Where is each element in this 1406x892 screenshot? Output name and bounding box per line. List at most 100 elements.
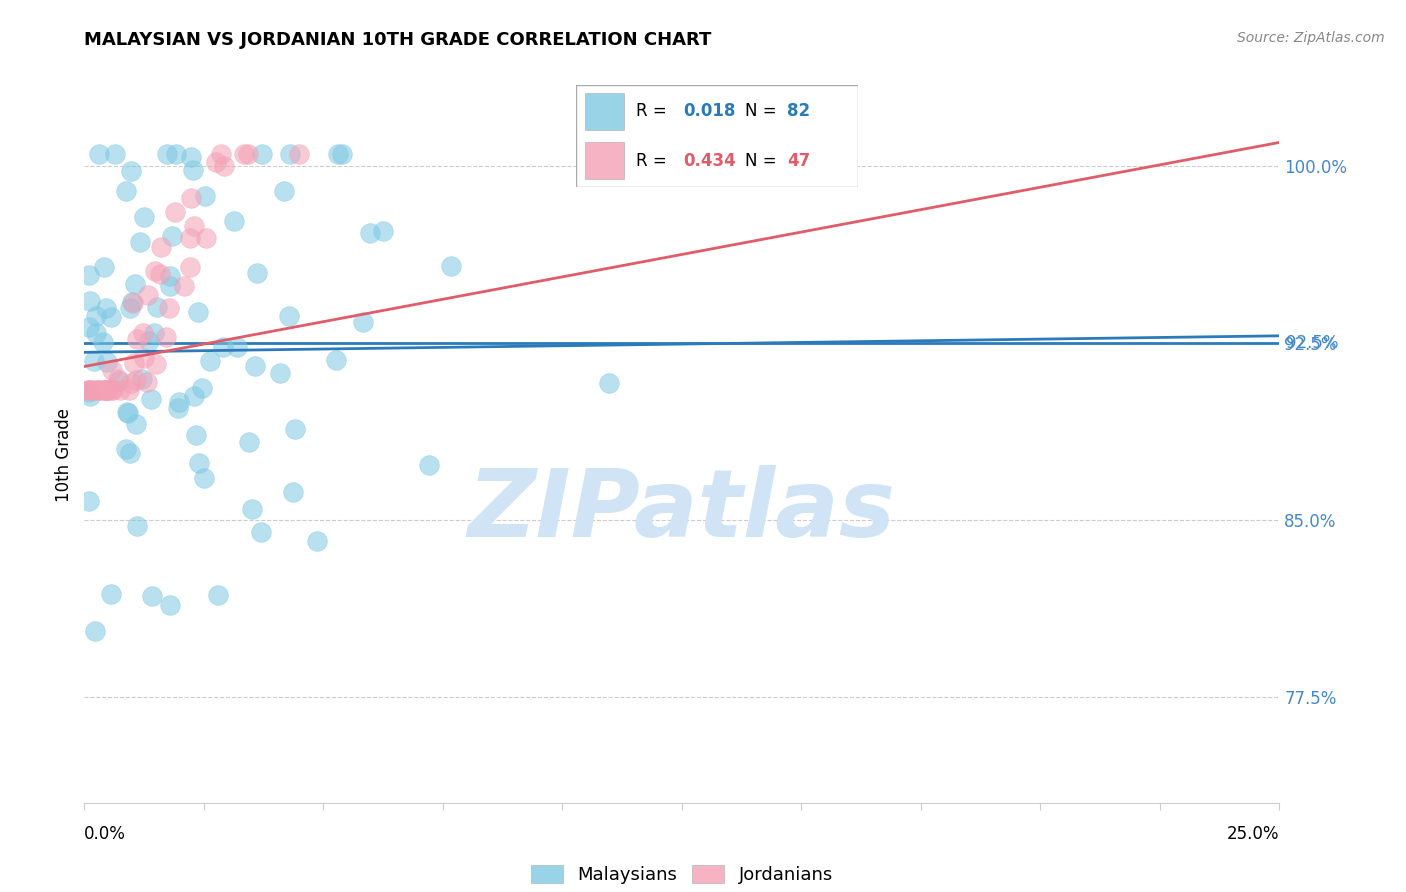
Point xyxy=(115,184,138,198)
Text: 25.0%: 25.0% xyxy=(1227,825,1279,843)
Text: R =: R = xyxy=(636,103,672,120)
Point xyxy=(132,326,155,340)
Point xyxy=(207,588,229,602)
Point xyxy=(193,471,215,485)
Legend: Malaysians, Jordanians: Malaysians, Jordanians xyxy=(523,857,841,891)
Point xyxy=(118,301,141,315)
Point xyxy=(129,235,152,250)
Point xyxy=(180,191,202,205)
Point xyxy=(166,401,188,416)
Point xyxy=(79,388,101,402)
Point xyxy=(194,231,217,245)
Point xyxy=(194,188,217,202)
Point xyxy=(143,263,166,277)
Point xyxy=(211,340,233,354)
Point xyxy=(236,147,259,161)
Point xyxy=(183,219,205,233)
Text: ZIPatlas: ZIPatlas xyxy=(468,465,896,557)
Point xyxy=(136,287,159,301)
Point xyxy=(96,383,118,397)
Point xyxy=(96,355,118,369)
Point xyxy=(359,227,381,241)
Point xyxy=(132,351,155,366)
Point xyxy=(155,330,177,344)
Point xyxy=(77,385,100,400)
Point xyxy=(89,383,111,397)
Point xyxy=(124,277,146,291)
Point xyxy=(240,502,263,516)
Point xyxy=(77,493,100,508)
Point xyxy=(224,213,246,227)
Point xyxy=(187,305,209,319)
Point xyxy=(125,332,148,346)
Point xyxy=(96,383,118,397)
Point xyxy=(212,159,235,173)
Point xyxy=(100,383,122,397)
Point xyxy=(120,446,142,460)
Text: MALAYSIAN VS JORDANIAN 10TH GRADE CORRELATION CHART: MALAYSIAN VS JORDANIAN 10TH GRADE CORREL… xyxy=(84,31,711,49)
Point xyxy=(132,210,155,224)
Point xyxy=(277,309,299,323)
FancyBboxPatch shape xyxy=(585,142,624,179)
Point xyxy=(179,231,201,245)
Point xyxy=(149,267,172,281)
Point xyxy=(191,381,214,395)
Point xyxy=(243,359,266,374)
Point xyxy=(122,355,145,369)
Point xyxy=(79,294,101,309)
Point xyxy=(181,163,204,178)
Point xyxy=(77,383,100,397)
Point xyxy=(326,147,349,161)
Point xyxy=(352,315,374,329)
Point xyxy=(79,383,101,397)
Point xyxy=(94,383,117,397)
Point xyxy=(159,598,181,612)
Point xyxy=(136,376,159,390)
Point xyxy=(96,383,118,397)
Text: 0.018: 0.018 xyxy=(683,103,735,120)
Point xyxy=(122,295,145,310)
Point xyxy=(162,229,184,244)
Point xyxy=(273,184,295,198)
Point xyxy=(325,352,347,367)
Point xyxy=(145,357,167,371)
Text: N =: N = xyxy=(745,103,782,120)
Y-axis label: 10th Grade: 10th Grade xyxy=(55,408,73,502)
Point xyxy=(87,147,110,161)
Point xyxy=(141,392,163,406)
Point xyxy=(100,586,122,600)
Point xyxy=(165,147,187,161)
Point xyxy=(84,326,107,340)
Point xyxy=(284,422,307,436)
Point xyxy=(121,294,143,309)
Point xyxy=(245,266,267,280)
Point xyxy=(91,334,114,349)
Point xyxy=(93,260,115,274)
Point xyxy=(269,366,291,380)
Point xyxy=(198,354,221,368)
Point xyxy=(143,326,166,340)
Point xyxy=(159,278,181,293)
Text: N =: N = xyxy=(745,152,782,169)
Text: 0.0%: 0.0% xyxy=(84,825,127,843)
Text: 0.434: 0.434 xyxy=(683,152,737,169)
Point xyxy=(84,310,107,324)
Point xyxy=(157,301,180,316)
Point xyxy=(188,456,211,470)
Point xyxy=(278,147,301,161)
Text: 92.5%: 92.5% xyxy=(1286,334,1339,351)
Point xyxy=(101,363,124,377)
Point xyxy=(124,373,146,387)
Point xyxy=(84,624,107,638)
Point xyxy=(104,147,127,161)
Point xyxy=(150,240,173,254)
Point xyxy=(180,149,202,163)
Point xyxy=(127,519,149,533)
FancyBboxPatch shape xyxy=(576,85,858,187)
Point xyxy=(107,372,129,386)
Point xyxy=(141,589,163,603)
FancyBboxPatch shape xyxy=(585,93,624,130)
Point xyxy=(250,147,273,161)
Point xyxy=(238,434,260,449)
Point xyxy=(93,383,115,397)
